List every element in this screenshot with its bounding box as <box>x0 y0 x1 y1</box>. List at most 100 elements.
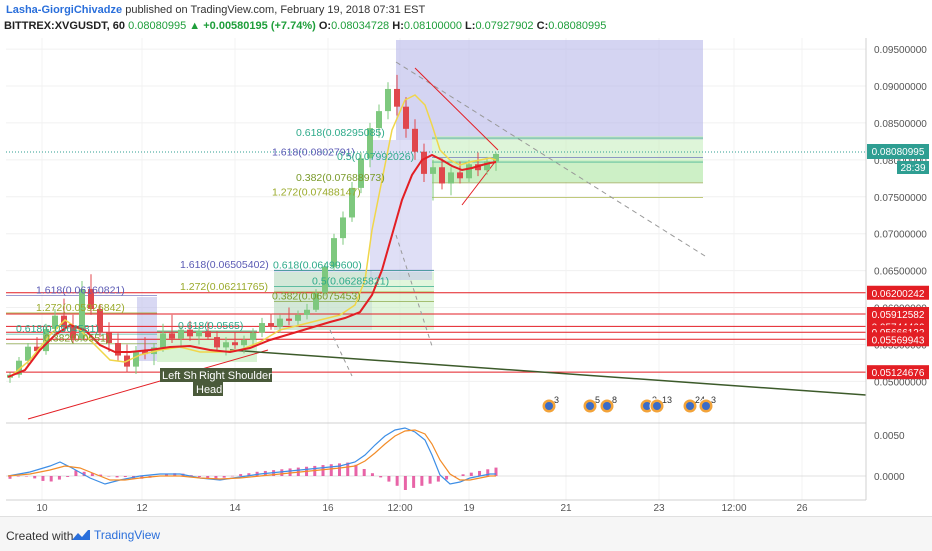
fib-level-label: 0.382(0.07688973) <box>296 172 385 184</box>
publish-text: published on TradingView.com, February 1… <box>125 4 426 16</box>
event-count: 13 <box>662 395 672 405</box>
macd-hist-bar <box>486 469 490 476</box>
y-tick-label: 0.09000000 <box>874 82 927 93</box>
candle-body <box>241 340 247 346</box>
macd-hist-bar <box>206 476 210 479</box>
macd-hist-bar <box>321 465 325 476</box>
event-count: 5 <box>595 395 600 405</box>
candle-body <box>97 309 103 333</box>
candle-body <box>178 329 184 339</box>
fib-level-label: 0.618(0.06499600) <box>273 260 362 272</box>
candle-body <box>340 217 346 239</box>
macd-hist-bar <box>436 476 440 482</box>
candle-body <box>115 342 121 356</box>
candle-body <box>439 167 445 184</box>
y-tick-label: 0.06500000 <box>874 267 927 278</box>
horizontal-levels <box>6 292 866 373</box>
head-tag <box>193 382 223 396</box>
right-shoulder-tag <box>197 368 272 382</box>
low-label: L: <box>465 20 476 32</box>
signal-line <box>7 429 496 481</box>
left-shoulder-text: Left Sh <box>162 370 197 382</box>
low-value: 0.07927902 <box>475 20 534 32</box>
x-tick-label: 12:00 <box>721 503 746 514</box>
fib-level-label: 1.618(0.06505402) <box>180 259 269 271</box>
candle-body <box>448 172 454 184</box>
candle-body <box>70 326 76 339</box>
event-flag-inner <box>643 402 651 410</box>
candle-body <box>142 351 148 355</box>
close-value: 0.08080995 <box>548 20 607 32</box>
fib-level-label: 0.618(0.08295085) <box>296 127 385 139</box>
y-tick-label: 0.09500000 <box>874 45 927 56</box>
fib-level-label: 0.382(0.06075453) <box>272 291 361 303</box>
created-with-text: Created with <box>6 529 74 543</box>
event-flag-inner <box>586 402 594 410</box>
x-tick-label: 14 <box>229 503 241 514</box>
macd-hist-bar <box>115 476 119 478</box>
zone-green-lower <box>432 160 703 182</box>
macd-hist-bar <box>428 476 432 484</box>
time-axis[interactable]: 10 12 14 16 12:00 19 21 23 12:00 26 <box>36 503 808 514</box>
event-badges[interactable]: 358313243 <box>541 395 716 414</box>
macd-hist-bar <box>173 473 177 476</box>
candle-body <box>412 128 418 152</box>
zone-purple-big <box>396 40 703 140</box>
current-price-label: 0.08080995 <box>872 147 925 158</box>
candle-body <box>214 337 220 348</box>
y-tick-label: 0.07500000 <box>874 193 927 204</box>
macd-hist-bar <box>165 474 169 476</box>
high-value: 0.08100000 <box>403 20 462 32</box>
price-level-label: 0.06200242 <box>872 289 925 300</box>
macd-hist-bar <box>329 464 333 476</box>
candle-body <box>34 346 40 352</box>
candle-body <box>367 128 373 159</box>
macd-hist-bar <box>494 467 498 476</box>
price-chart: 0.095000000.090000000.085000000.08000000… <box>6 38 929 514</box>
candle-body <box>430 167 436 174</box>
candle-body <box>16 360 22 375</box>
event-flag-inner <box>545 402 553 410</box>
candle-body <box>259 323 265 333</box>
candles <box>7 74 499 383</box>
macd-hist-bar <box>41 476 45 481</box>
x-tick-label: 12:00 <box>387 503 412 514</box>
price-level-badge <box>867 365 929 380</box>
macd-hist-bar <box>66 476 70 477</box>
right-shoulder-text: Right Shoulder <box>199 370 272 382</box>
candle-body <box>160 333 166 348</box>
symbol-line: BITTREX:XVGUSDT, 60 0.08080995 ▲ +0.0058… <box>4 20 606 32</box>
y-tick-label: 0.05000000 <box>874 377 927 388</box>
rising-trendline <box>27 349 269 420</box>
fib-level-label: 0.382(0.0551) <box>44 333 109 345</box>
candle-body <box>205 331 211 338</box>
fib-level-label: 0.618(0.0564581) <box>16 323 99 335</box>
macd-hist-bar <box>230 475 234 477</box>
candle-body <box>79 289 85 339</box>
fib-level-label: 0.5(0.06285821) <box>312 275 389 287</box>
macd-hist-bar <box>461 474 465 476</box>
macd-tick-zero: 0.0000 <box>874 472 905 483</box>
macd-hist-bar <box>123 476 127 478</box>
macd-hist-bar <box>445 476 449 480</box>
fib-level-label: 1.272(0.07488147) <box>272 187 361 199</box>
author-link[interactable]: Lasha-GiorgiChivadze <box>6 4 123 16</box>
fib-labels: 0.618(0.08295085)1.618(0.0802791)0.5(0.0… <box>16 127 414 345</box>
dashed-downtrend <box>395 61 706 257</box>
tradingview-brand[interactable]: TradingView <box>94 528 161 542</box>
x-tick-label: 21 <box>560 503 572 514</box>
macd-hist-bar <box>362 469 366 476</box>
x-tick-label: 26 <box>796 503 808 514</box>
event-flag-inner <box>653 402 661 410</box>
ma-yellow <box>9 94 497 378</box>
macd-hist-bar <box>8 476 12 479</box>
symbol-name: BITTREX:XVGUSDT, 60 <box>4 20 126 32</box>
macd-tick-top: 0.0050 <box>874 431 905 442</box>
fib-level-label: 1.272(0.06211765) <box>180 281 268 293</box>
macd-hist-bar <box>370 473 374 476</box>
event-count: 3 <box>711 395 716 405</box>
macd-hist-bar <box>403 476 407 490</box>
candle-body <box>250 332 256 341</box>
candle-body <box>313 292 319 310</box>
